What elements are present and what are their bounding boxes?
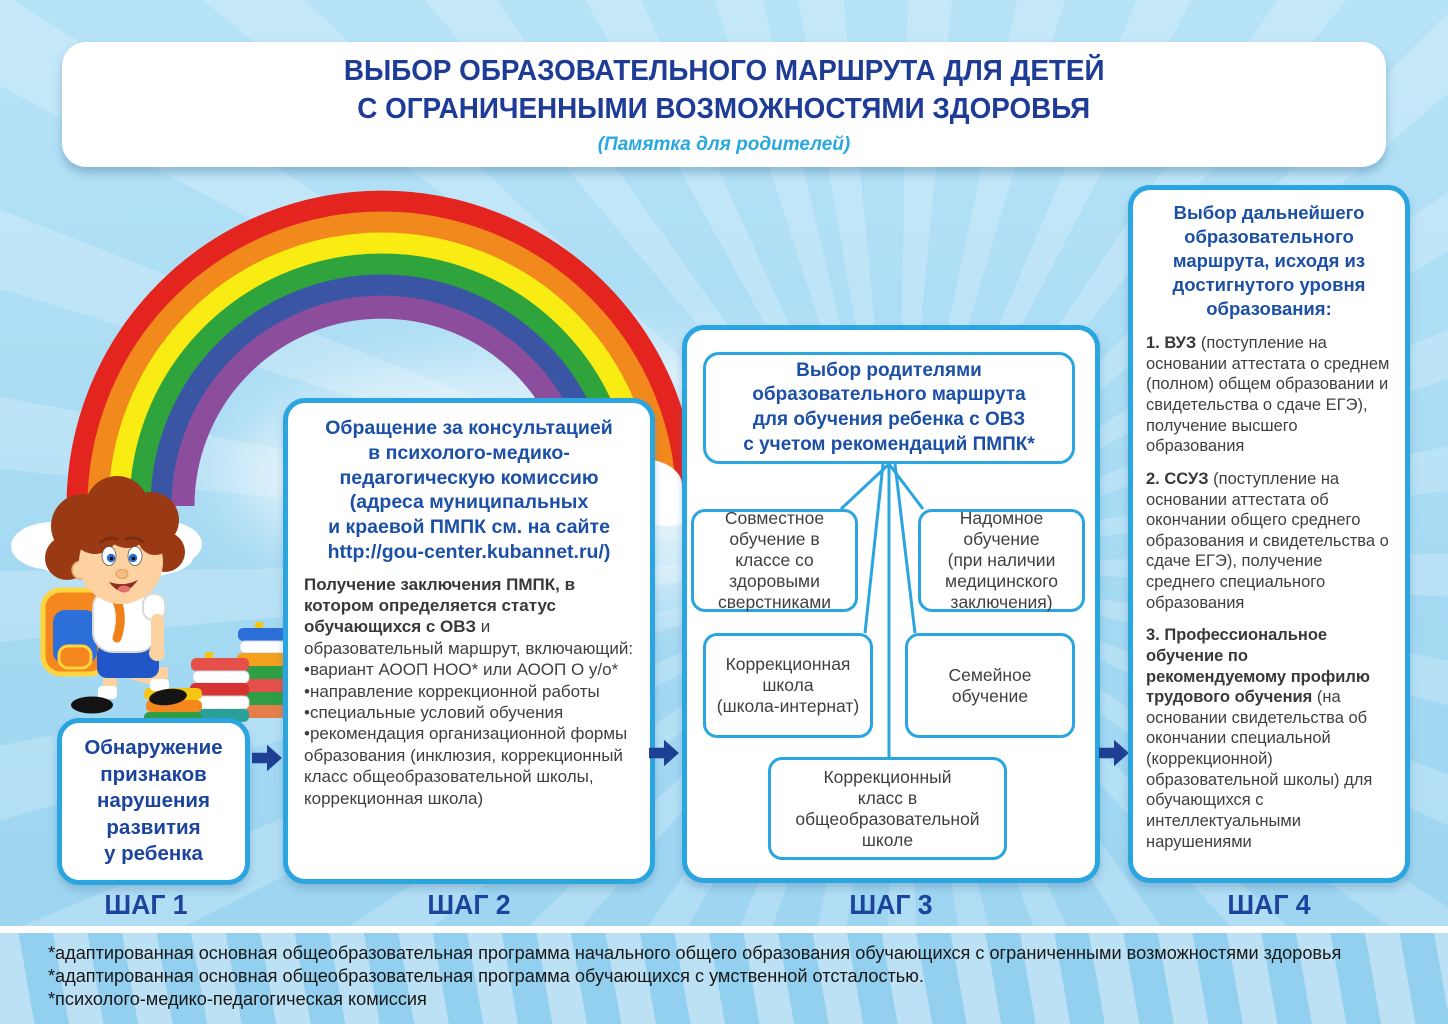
title-line-2: С ОГРАНИЧЕННЫМИ ВОЗМОЖНОСТЯМИ ЗДОРОВЬЯ bbox=[357, 92, 1091, 125]
arrow-right-icon bbox=[1099, 739, 1129, 767]
stage-label-2: ШАГ 2 bbox=[427, 889, 511, 920]
step2-body-rest: и образовательный маршрут, включающий: bbox=[304, 617, 634, 658]
step2-bullet: •рекомендация организационной формы обра… bbox=[304, 724, 628, 808]
title-line-1: ВЫБОР ОБРАЗОВАТЕЛЬНОГО МАРШРУТА ДЛЯ ДЕТЕ… bbox=[343, 54, 1105, 87]
arrow-right-icon bbox=[252, 744, 282, 772]
step4-item-bold: 2. ССУЗ bbox=[1146, 469, 1209, 488]
step2-heading: Обращение за консультацией в психолого-м… bbox=[325, 417, 613, 563]
footnote: *адаптированная основная общеобразовател… bbox=[48, 942, 1342, 963]
step4-item-rest: (на основании свидетельства об окончании… bbox=[1146, 688, 1373, 851]
arrow-right-icon bbox=[649, 739, 679, 767]
step4-item-vocational: 3. Профессиональное обучение по рекоменд… bbox=[1146, 625, 1392, 852]
step4-panel: Выбор дальнейшего образовательного маршр… bbox=[1128, 185, 1410, 883]
step2-panel: Обращение за консультацией в психолого-м… bbox=[283, 398, 655, 884]
step4-heading: Выбор дальнейшего образовательного маршр… bbox=[1172, 202, 1366, 320]
stage-label-3: ШАГ 3 bbox=[849, 889, 933, 920]
title-subtitle: (Памятка для родителей) bbox=[597, 134, 851, 156]
poster-title-box: ВЫБОР ОБРАЗОВАТЕЛЬНОГО МАРШРУТА ДЛЯ ДЕТЕ… bbox=[62, 42, 1386, 167]
step1-box: Обнаружение признаков нарушения развития… bbox=[57, 718, 250, 885]
step4-item-bold: 1. ВУЗ bbox=[1146, 334, 1197, 353]
connector-lines bbox=[839, 462, 925, 757]
stage-label-4: ШАГ 4 bbox=[1227, 889, 1311, 920]
step4-item-vuz: 1. ВУЗ (поступление на основании аттеста… bbox=[1146, 333, 1392, 457]
step4-item-ssuz: 2. ССУЗ (поступление на основании аттест… bbox=[1146, 469, 1392, 613]
footnotes-strip: *адаптированная основная общеобразовател… bbox=[0, 933, 1448, 1024]
step3-heading-box: Выбор родителями образовательного маршру… bbox=[703, 352, 1075, 464]
step2-body-bold: Получение заключения ПМПК, в котором опр… bbox=[304, 574, 576, 637]
option-home-schooling: Надомное обучение (при наличии медицинск… bbox=[918, 508, 1085, 612]
option-family-education: Семейное обучение bbox=[905, 633, 1075, 738]
stage-label-1: ШАГ 1 bbox=[104, 889, 188, 920]
step3-panel: Выбор родителями образовательного маршру… bbox=[682, 325, 1100, 883]
step2-bullet: •вариант АООП НОО* или АООП О у/о* bbox=[304, 660, 619, 680]
option-correction-school: Коррекционная школа (школа-интернат) bbox=[703, 633, 873, 738]
schoolboy-illustration bbox=[40, 476, 187, 714]
step4-item-rest: (поступление на основании аттестата о ср… bbox=[1146, 334, 1390, 456]
step4-item-rest: (поступление на основании аттестата об о… bbox=[1146, 469, 1389, 612]
step2-body: Получение заключения ПМПК, в котором опр… bbox=[304, 574, 634, 660]
option-inclusive-class: Совместное обучение в классе со здоровым… bbox=[691, 508, 858, 612]
step2-bullet: •специальные условий обучения bbox=[304, 702, 564, 722]
option-correction-class: Коррекционный класс в общеобразовательно… bbox=[768, 757, 1007, 860]
footnote: *адаптированная основная общеобразовател… bbox=[48, 964, 924, 986]
footnote: *психолого-медико-педагогическая комисси… bbox=[48, 987, 427, 1009]
step4-item-bold: 3. Профессиональное обучение по рекоменд… bbox=[1146, 626, 1370, 707]
divider-line bbox=[0, 926, 1448, 933]
step2-bullet: •направление коррекционной работы bbox=[304, 681, 600, 701]
